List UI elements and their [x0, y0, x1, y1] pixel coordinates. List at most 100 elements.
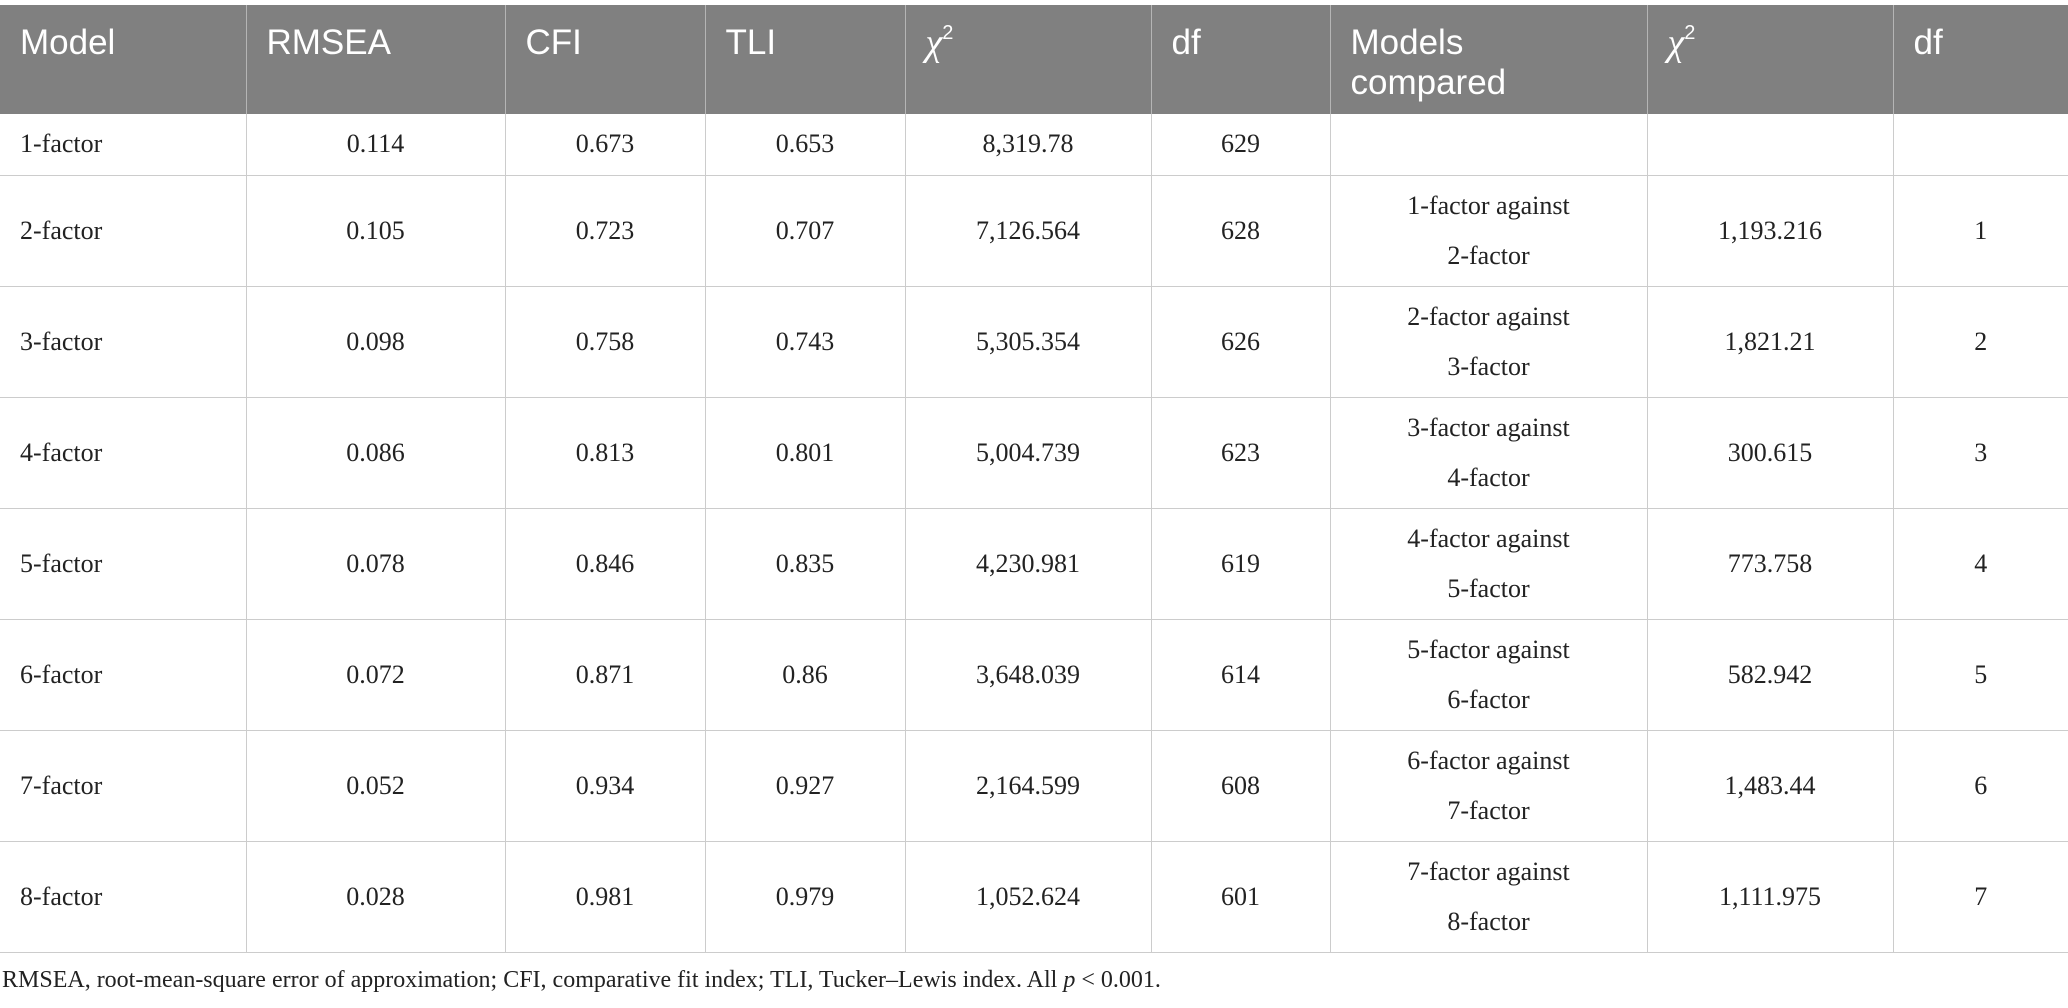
cell-delta-chi-square: 1,821.21 [1646, 286, 1893, 398]
models-compared-line-1: 7-factor against [1407, 856, 1570, 886]
models-compared-line2: compared [1350, 63, 1507, 102]
cell-model: 8-factor [0, 841, 246, 953]
cell-tli: 0.979 [704, 841, 905, 953]
models-compared-line-1: 2-factor against [1407, 301, 1570, 331]
footnote-text: RMSEA, root-mean-square error of approxi… [2, 967, 1064, 993]
cell-chi-square: 3,648.039 [904, 619, 1151, 731]
cell-delta-chi-square: 300.615 [1646, 397, 1893, 509]
chi-superscript: 2 [942, 22, 954, 44]
cell-rmsea: 0.052 [245, 730, 505, 842]
table-row: 7-factor 0.052 0.934 0.927 2,164.599 608 6-fac… [0, 730, 2068, 842]
header-tli: TLI [704, 5, 905, 114]
cell-chi-square: 1,052.624 [904, 841, 1151, 953]
cell-cfi: 0.871 [504, 619, 705, 731]
models-compared-line1: Models [1350, 23, 1464, 62]
cell-tli: 0.835 [704, 508, 905, 620]
cell-tli: 0.743 [704, 286, 905, 398]
cell-model: 6-factor [0, 619, 246, 731]
cell-df: 608 [1150, 730, 1330, 842]
cell-rmsea: 0.078 [245, 508, 505, 620]
table-body: 1-factor 0.114 0.673 0.653 8,319.78 629 2-fact… [0, 114, 2068, 953]
header-delta-chi-square: χ2 [1646, 5, 1893, 114]
table-row: 1-factor 0.114 0.673 0.653 8,319.78 629 [0, 114, 2068, 176]
header-cfi: CFI [504, 5, 705, 114]
table-header: Model RMSEA CFI TLI χ2 df Models compared… [0, 5, 2068, 114]
cell-delta-df: 6 [1892, 730, 2068, 842]
cell-df: 614 [1150, 619, 1330, 731]
cell-cfi: 0.846 [504, 508, 705, 620]
cell-tli: 0.927 [704, 730, 905, 842]
cell-delta-chi-square: 773.758 [1646, 508, 1893, 620]
cell-model: 1-factor [0, 114, 246, 176]
cell-model: 3-factor [0, 286, 246, 398]
cell-model: 4-factor [0, 397, 246, 509]
cell-rmsea: 0.098 [245, 286, 505, 398]
models-compared-line-1: 6-factor against [1407, 745, 1570, 775]
cell-delta-df: 7 [1892, 841, 2068, 953]
header-df: df [1150, 5, 1330, 114]
cell-delta-df: 4 [1892, 508, 2068, 620]
chi-superscript: 2 [1684, 22, 1696, 44]
cell-rmsea: 0.072 [245, 619, 505, 731]
models-compared-line-1: 5-factor against [1407, 634, 1570, 664]
models-compared-line-2: 4-factor [1447, 462, 1530, 492]
table-row: 4-factor 0.086 0.813 0.801 5,004.739 623 3-fac… [0, 397, 2068, 509]
chi-symbol: χ [925, 22, 943, 64]
table-row: 8-factor 0.028 0.981 0.979 1,052.624 601 7-fac… [0, 841, 2068, 953]
cell-chi-square: 5,004.739 [904, 397, 1151, 509]
cell-rmsea: 0.028 [245, 841, 505, 953]
cell-delta-df: 5 [1892, 619, 2068, 731]
cell-tli: 0.653 [704, 114, 905, 176]
cell-rmsea: 0.105 [245, 175, 505, 287]
models-compared-line-2: 3-factor [1447, 351, 1530, 381]
models-compared-line-1: 4-factor against [1407, 523, 1570, 553]
cell-df: 623 [1150, 397, 1330, 509]
table-row: 3-factor 0.098 0.758 0.743 5,305.354 626 2-fac… [0, 286, 2068, 398]
cell-delta-chi-square: 582.942 [1646, 619, 1893, 731]
models-compared-line-1: 3-factor against [1407, 412, 1570, 442]
cell-chi-square: 2,164.599 [904, 730, 1151, 842]
cell-rmsea: 0.086 [245, 397, 505, 509]
table-row: 2-factor 0.105 0.723 0.707 7,126.564 628 1-fac… [0, 175, 2068, 287]
cell-delta-chi-square: 1,111.975 [1646, 841, 1893, 953]
cell-df: 601 [1150, 841, 1330, 953]
models-compared-line-2: 5-factor [1447, 573, 1530, 603]
cell-tli: 0.801 [704, 397, 905, 509]
cell-delta-chi-square: 1,483.44 [1646, 730, 1893, 842]
header-chi-square: χ2 [904, 5, 1151, 114]
header-delta-df: df [1892, 5, 2068, 114]
cell-chi-square: 4,230.981 [904, 508, 1151, 620]
cell-cfi: 0.758 [504, 286, 705, 398]
fit-comparison-table-container: Model RMSEA CFI TLI χ2 df Models compared… [0, 5, 2068, 953]
cell-chi-square: 5,305.354 [904, 286, 1151, 398]
cell-chi-square: 7,126.564 [904, 175, 1151, 287]
cell-delta-chi-square [1646, 114, 1893, 176]
cell-delta-df [1892, 114, 2068, 176]
models-compared-line-2: 7-factor [1447, 795, 1530, 825]
cell-chi-square: 8,319.78 [904, 114, 1151, 176]
cell-cfi: 0.813 [504, 397, 705, 509]
cell-delta-df: 3 [1892, 397, 2068, 509]
cell-df: 628 [1150, 175, 1330, 287]
table-row: 5-factor 0.078 0.846 0.835 4,230.981 619 4-fac… [0, 508, 2068, 620]
cell-models-compared: 7-factor against 8-factor [1329, 841, 1647, 953]
cell-df: 619 [1150, 508, 1330, 620]
cell-delta-df: 2 [1892, 286, 2068, 398]
models-compared-line-2: 2-factor [1447, 240, 1530, 270]
fit-comparison-table: Model RMSEA CFI TLI χ2 df Models compared… [0, 5, 2068, 953]
cell-delta-df: 1 [1892, 175, 2068, 287]
cell-df: 629 [1150, 114, 1330, 176]
table-row: 6-factor 0.072 0.871 0.86 3,648.039 614 5-fact… [0, 619, 2068, 731]
cell-df: 626 [1150, 286, 1330, 398]
models-compared-line-1: 1-factor against [1407, 190, 1570, 220]
table-footnote: RMSEA, root-mean-square error of approxi… [2, 967, 1161, 994]
footnote-p-symbol: p [1063, 967, 1076, 993]
header-models-compared: Models compared [1329, 5, 1647, 114]
cell-cfi: 0.723 [504, 175, 705, 287]
cell-models-compared: 3-factor against 4-factor [1329, 397, 1647, 509]
chi-symbol: χ [1667, 22, 1685, 64]
cell-models-compared: 2-factor against 3-factor [1329, 286, 1647, 398]
cell-models-compared [1329, 114, 1647, 176]
cell-models-compared: 6-factor against 7-factor [1329, 730, 1647, 842]
models-compared-line-2: 6-factor [1447, 684, 1530, 714]
